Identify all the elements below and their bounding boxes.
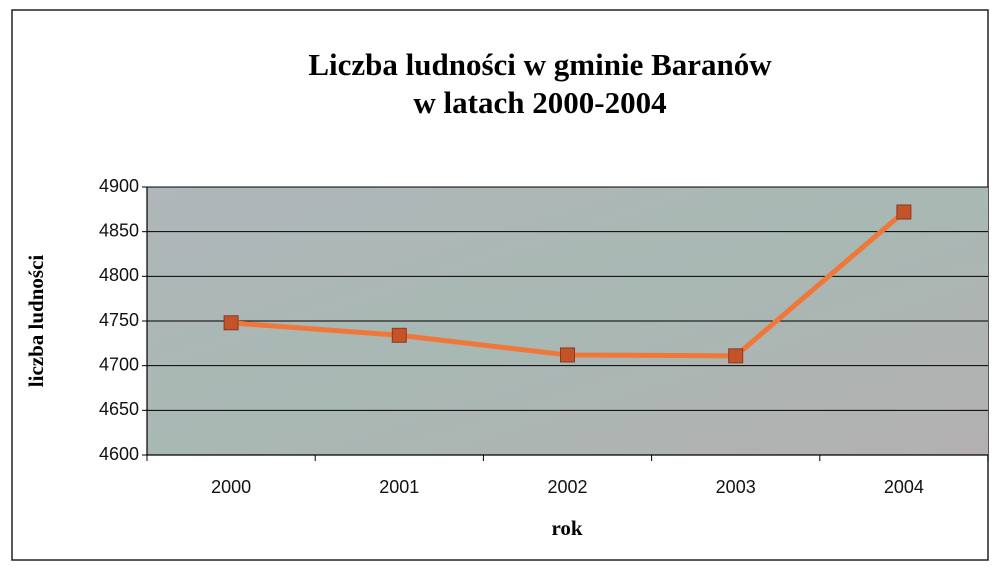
marker bbox=[391, 327, 407, 343]
x-tick-label: 2004 bbox=[884, 477, 924, 497]
marker bbox=[728, 348, 744, 364]
marker bbox=[223, 315, 239, 331]
y-tick-label: 4850 bbox=[99, 220, 139, 240]
y-tick-label: 4750 bbox=[99, 310, 139, 330]
x-tick-label: 2001 bbox=[379, 477, 419, 497]
x-axis-label: rok bbox=[551, 516, 582, 540]
y-tick-label: 4600 bbox=[99, 444, 139, 464]
y-tick-label: 4650 bbox=[99, 399, 139, 419]
marker bbox=[560, 347, 575, 363]
x-tick-label: 2003 bbox=[716, 477, 756, 497]
y-tick-label: 4800 bbox=[99, 265, 139, 285]
y-axis-label: liczba ludności bbox=[24, 255, 48, 388]
x-tick-label: 2000 bbox=[211, 477, 251, 497]
marker bbox=[896, 204, 912, 220]
x-tick-label: 2002 bbox=[547, 477, 587, 497]
chart-title: Liczba ludności w gminie Baranów bbox=[308, 47, 772, 82]
y-tick-label: 4700 bbox=[99, 354, 139, 374]
chart-title: w latach 2000-2004 bbox=[413, 85, 666, 120]
y-tick-label: 4900 bbox=[99, 176, 139, 196]
